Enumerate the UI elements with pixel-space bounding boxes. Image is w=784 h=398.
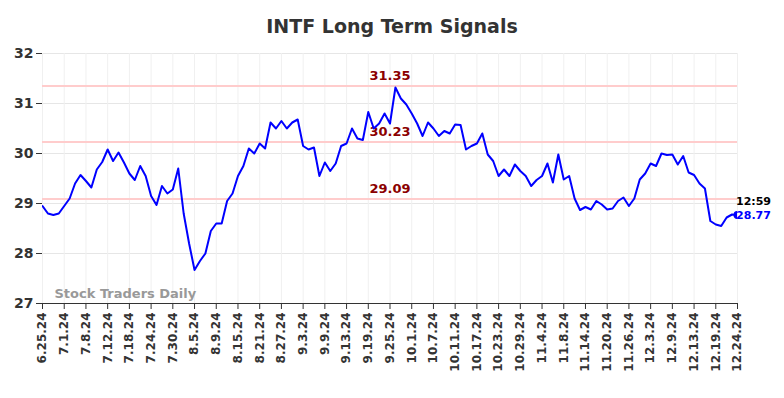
svg-text:12.3.24: 12.3.24: [643, 313, 657, 364]
svg-text:8.15.24: 8.15.24: [231, 313, 245, 364]
svg-text:29.09: 29.09: [369, 181, 410, 196]
svg-text:9.13.24: 9.13.24: [339, 313, 353, 364]
svg-text:11.26.24: 11.26.24: [622, 313, 636, 372]
svg-text:7.24.24: 7.24.24: [144, 313, 158, 364]
svg-text:8.5.24: 8.5.24: [187, 313, 201, 356]
svg-text:9.25.24: 9.25.24: [383, 313, 397, 364]
svg-text:8.9.24: 8.9.24: [209, 313, 223, 356]
svg-text:12.24.24: 12.24.24: [730, 313, 744, 372]
svg-text:32: 32: [14, 45, 33, 61]
svg-text:6.25.24: 6.25.24: [35, 313, 49, 364]
svg-text:7.1.24: 7.1.24: [57, 313, 71, 356]
svg-text:28: 28: [14, 245, 33, 261]
svg-text:10.7.24: 10.7.24: [426, 313, 440, 364]
svg-text:11.4.24: 11.4.24: [535, 313, 549, 364]
svg-text:7.30.24: 7.30.24: [166, 313, 180, 364]
svg-text:29: 29: [14, 195, 33, 211]
svg-text:31: 31: [14, 95, 33, 111]
svg-text:7.8.24: 7.8.24: [79, 313, 93, 356]
svg-text:9.9.24: 9.9.24: [318, 313, 332, 356]
svg-text:9.3.24: 9.3.24: [296, 313, 310, 356]
svg-text:10.23.24: 10.23.24: [491, 313, 505, 372]
svg-text:Stock Traders Daily: Stock Traders Daily: [55, 286, 197, 301]
svg-text:11.14.24: 11.14.24: [578, 313, 592, 372]
svg-text:10.11.24: 10.11.24: [448, 313, 462, 372]
svg-text:7.18.24: 7.18.24: [122, 313, 136, 364]
svg-text:10.1.24: 10.1.24: [405, 313, 419, 364]
svg-text:12.9.24: 12.9.24: [665, 313, 679, 364]
svg-text:30: 30: [14, 145, 34, 161]
svg-text:8.21.24: 8.21.24: [253, 313, 267, 364]
svg-text:31.35: 31.35: [369, 68, 410, 83]
svg-text:7.12.24: 7.12.24: [100, 313, 114, 364]
svg-text:11.8.24: 11.8.24: [557, 313, 571, 364]
svg-text:11.20.24: 11.20.24: [600, 313, 614, 372]
svg-text:28.77: 28.77: [736, 209, 771, 222]
svg-text:8.27.24: 8.27.24: [274, 313, 288, 364]
svg-text:10.29.24: 10.29.24: [513, 313, 527, 372]
svg-text:12.13.24: 12.13.24: [687, 313, 701, 372]
svg-text:10.17.24: 10.17.24: [470, 313, 484, 372]
svg-text:27: 27: [14, 295, 33, 311]
svg-text:9.19.24: 9.19.24: [361, 313, 375, 364]
html-text:INTF Long Term Signals: INTF Long Term Signals: [266, 15, 518, 37]
svg-text:12.19.24: 12.19.24: [709, 313, 723, 372]
svg-text:12:59: 12:59: [736, 195, 771, 208]
svg-text:30.23: 30.23: [369, 124, 411, 140]
